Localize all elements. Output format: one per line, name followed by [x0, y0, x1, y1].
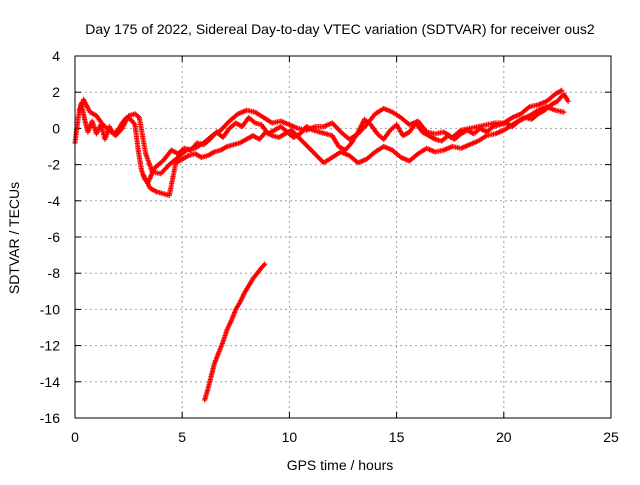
- y-tick-label: 4: [52, 48, 60, 64]
- x-tick-label: 15: [389, 429, 405, 445]
- data-series-1: [141, 104, 567, 198]
- x-tick-label: 20: [496, 429, 512, 445]
- y-tick-label: 2: [52, 84, 60, 100]
- data-point: [262, 261, 268, 267]
- chart-title: Day 175 of 2022, Sidereal Day-to-day VTE…: [85, 21, 595, 37]
- x-tick-label: 5: [178, 429, 186, 445]
- data-point: [565, 98, 571, 104]
- y-tick-label: -8: [48, 265, 61, 281]
- data-point: [559, 87, 565, 93]
- data-series-3: [202, 261, 268, 403]
- y-tick-label: 0: [52, 120, 60, 136]
- plot-frame: [74, 55, 612, 419]
- y-tick-label: -4: [48, 193, 61, 209]
- y-tick-label: -16: [40, 410, 60, 426]
- data-point: [561, 109, 567, 115]
- y-tick-label: -10: [40, 301, 60, 317]
- y-tick-label: -2: [48, 157, 61, 173]
- data-series-0: [72, 91, 571, 186]
- y-tick-label: -14: [40, 374, 60, 390]
- y-axis-label: SDTVAR / TECUs: [6, 182, 22, 294]
- x-tick-label: 10: [282, 429, 298, 445]
- x-axis-label: GPS time / hours: [287, 457, 394, 473]
- data-point: [135, 114, 141, 120]
- x-tick-label: 0: [71, 429, 79, 445]
- y-tick-label: -12: [40, 338, 60, 354]
- grid: [75, 56, 611, 418]
- data-points: [72, 87, 571, 403]
- data-series-2: [76, 87, 565, 177]
- x-tick-label: 25: [603, 429, 619, 445]
- y-tick-label: -6: [48, 229, 61, 245]
